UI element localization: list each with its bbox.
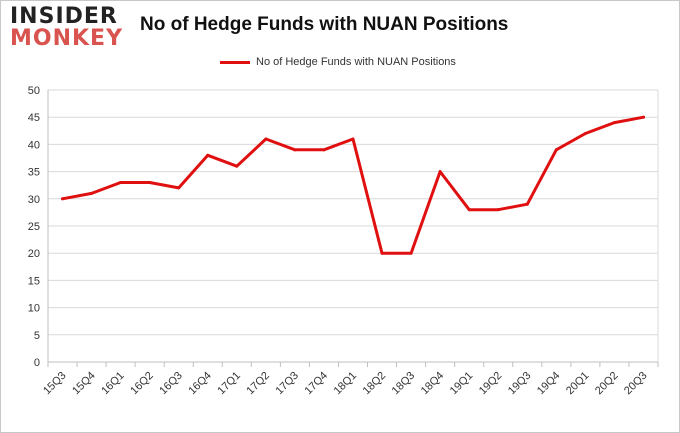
- x-tick-label: 17Q3: [274, 370, 302, 398]
- chart-legend: No of Hedge Funds with NUAN Positions: [220, 54, 456, 70]
- data-point: [293, 148, 297, 152]
- data-point: [119, 180, 123, 184]
- y-tick-label: 0: [34, 357, 40, 369]
- x-tick-label: 18Q1: [332, 370, 360, 398]
- x-tick-label: 18Q4: [419, 370, 447, 398]
- x-tick-label: 16Q3: [157, 370, 185, 398]
- y-tick-label: 40: [28, 139, 40, 151]
- x-tick-label: 20Q2: [593, 370, 621, 398]
- legend-label: No of Hedge Funds with NUAN Positions: [256, 56, 456, 68]
- data-point: [438, 170, 442, 174]
- x-tick-label: 17Q4: [303, 370, 331, 398]
- insider-monkey-logo: INSIDER MONKEY: [10, 6, 130, 56]
- y-tick-label: 25: [28, 221, 40, 233]
- logo-line-2: MONKEY: [10, 26, 124, 51]
- data-point: [525, 202, 529, 206]
- data-point: [612, 121, 616, 125]
- y-tick-label: 5: [34, 330, 40, 342]
- y-tick-label: 45: [28, 112, 40, 124]
- x-tick-label: 17Q2: [244, 370, 272, 398]
- chart-title: No of Hedge Funds with NUAN Positions: [140, 14, 509, 35]
- data-point: [351, 137, 355, 141]
- y-tick-label: 30: [28, 194, 40, 206]
- x-tick-label: 15Q4: [70, 370, 98, 398]
- x-tick-label: 19Q1: [448, 370, 476, 398]
- x-tick-label: 20Q1: [564, 370, 592, 398]
- data-point: [496, 208, 500, 212]
- data-point: [90, 191, 94, 195]
- data-point: [177, 186, 181, 190]
- x-tick-label: 17Q1: [215, 370, 243, 398]
- x-tick-label: 16Q1: [99, 370, 127, 398]
- data-point: [322, 148, 326, 152]
- x-tick-label: 15Q3: [41, 370, 69, 398]
- x-tick-label: 19Q2: [477, 370, 505, 398]
- x-tick-label: 18Q2: [361, 370, 389, 398]
- data-point: [61, 197, 65, 201]
- y-tick-label: 50: [28, 85, 40, 97]
- x-tick-label: 18Q3: [390, 370, 418, 398]
- x-tick-label: 19Q3: [506, 370, 534, 398]
- y-tick-label: 35: [28, 167, 40, 179]
- data-point: [554, 148, 558, 152]
- legend-swatch: [220, 60, 250, 64]
- data-point: [409, 251, 413, 255]
- x-tick-label: 19Q4: [535, 370, 563, 398]
- logo-line-1: INSIDER: [10, 4, 118, 29]
- data-point: [235, 164, 239, 168]
- data-point: [467, 208, 471, 212]
- y-tick-label: 20: [28, 248, 40, 260]
- y-tick-label: 10: [28, 303, 40, 315]
- x-tick-label: 20Q3: [622, 370, 650, 398]
- y-tick-label: 15: [28, 275, 40, 287]
- data-point: [380, 251, 384, 255]
- data-point: [206, 153, 210, 157]
- data-point: [264, 137, 268, 141]
- x-tick-label: 16Q4: [186, 370, 214, 398]
- data-point: [641, 115, 645, 119]
- data-point: [583, 132, 587, 136]
- x-tick-label: 16Q2: [128, 370, 156, 398]
- data-point: [148, 180, 152, 184]
